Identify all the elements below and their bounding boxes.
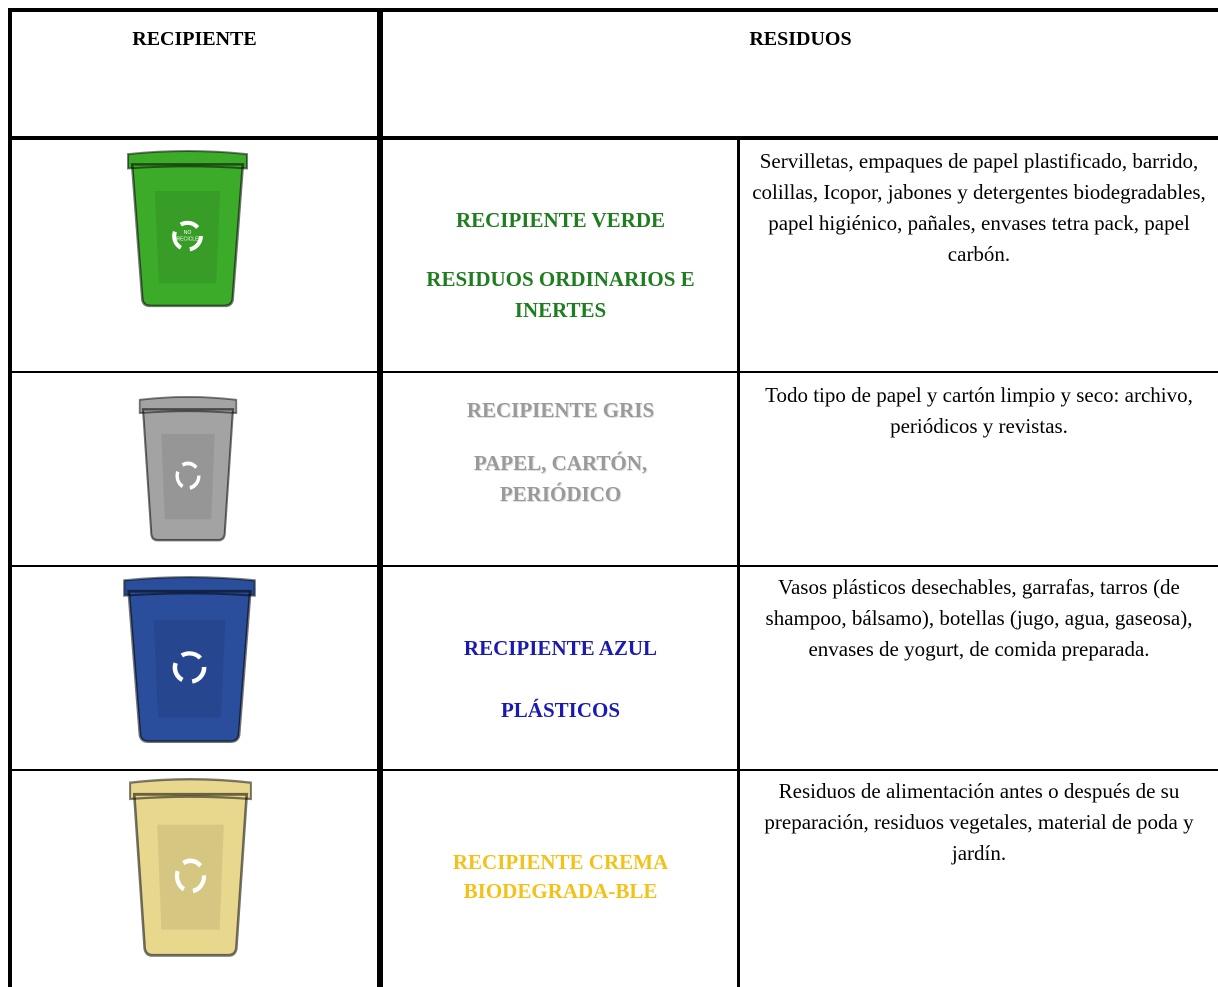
- bin-icon: NO RECICLE: [125, 150, 250, 310]
- description: Residuos de alimentación antes o después…: [764, 779, 1194, 865]
- bin-icon: [138, 396, 238, 543]
- border: [8, 136, 1218, 140]
- border: [8, 769, 1218, 771]
- border: [377, 8, 383, 987]
- bin-category: BIODEGRADA-BLE: [463, 879, 658, 903]
- bin-category: PLÁSTICOS: [500, 698, 621, 722]
- border: [8, 565, 1218, 567]
- bin-type: RECIPIENTE VERDE RESIDUOS ORDINARIOS E I…: [384, 205, 737, 326]
- bin-category: RESIDUOS ORDINARIOS E INERTES: [426, 267, 695, 322]
- header-cell: RESIDUOS: [749, 28, 852, 50]
- bin-label: NO: [184, 230, 192, 236]
- bin-icon: [122, 576, 257, 746]
- border: [8, 8, 1218, 12]
- bin-category: PAPEL, CARTÓN, PERIÓDICO: [473, 451, 648, 506]
- bin-title: RECIPIENTE VERDE: [455, 208, 666, 232]
- bin-title: RECIPIENTE GRIS: [466, 398, 655, 422]
- bin-title: RECIPIENTE AZUL: [463, 636, 658, 660]
- header-cell: RECIPIENTE: [132, 28, 257, 50]
- bin-icon: [128, 778, 253, 960]
- bin-type: RECIPIENTE CREMA BIODEGRADA-BLE: [384, 848, 737, 906]
- border: [8, 371, 1218, 373]
- border: [737, 138, 740, 987]
- description: Vasos plásticos desechables, garrafas, t…: [765, 575, 1193, 661]
- description: Todo tipo de papel y cartón limpio y sec…: [765, 383, 1193, 438]
- border: [8, 8, 12, 987]
- bin-type: RECIPIENTE AZUL PLÁSTICOS: [384, 633, 737, 726]
- bin-title: RECIPIENTE CREMA: [452, 850, 669, 874]
- description: Servilletas, empaques de papel plastific…: [752, 149, 1206, 266]
- bin-type: RECIPIENTE GRIS PAPEL, CARTÓN, PERIÓDICO: [384, 395, 737, 510]
- bin-label: RECICLE: [176, 236, 199, 242]
